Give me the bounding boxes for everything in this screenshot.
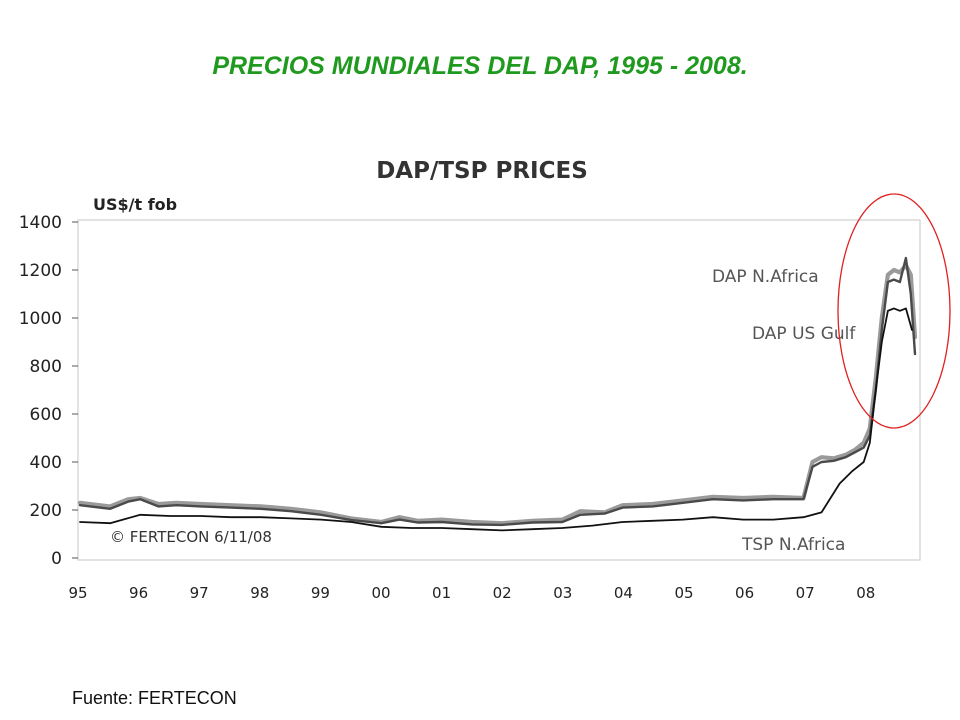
label-tsp-north-africa: TSP N.Africa — [741, 535, 845, 555]
series-lines — [77, 256, 918, 532]
x-tick-label: 07 — [796, 584, 815, 602]
series-line-dap-us-gulf — [78, 256, 917, 527]
y-tick-label: 200 — [30, 501, 62, 521]
slide-title: PRECIOS MUNDIALES DEL DAP, 1995 - 2008. — [212, 52, 748, 80]
x-tick-label: 05 — [674, 584, 693, 602]
y-tick-label: 800 — [30, 357, 62, 377]
series-line-dap-n-africa — [77, 263, 918, 526]
y-tick-labels: 0 200 400 600 800 1000 1200 1400 — [19, 213, 78, 569]
series-line-tsp-n-africa — [79, 307, 913, 532]
x-tick-labels: 95 96 97 98 99 00 01 02 03 04 05 06 07 08 — [68, 584, 875, 602]
price-chart: DAP/TSP PRICES US$/t fob 020040060080010… — [19, 158, 951, 602]
y-tick-label: 1200 — [19, 261, 62, 281]
x-tick-label: 00 — [371, 584, 390, 602]
x-tick-label: 04 — [614, 584, 633, 602]
y-tick-label: 400 — [30, 453, 62, 473]
chart-title: DAP/TSP PRICES — [376, 158, 588, 184]
y-tick-label: 1400 — [19, 213, 62, 233]
x-tick-label: 97 — [190, 584, 209, 602]
copyright-annotation: © FERTECON 6/11/08 — [110, 528, 272, 546]
x-tick-label: 95 — [68, 584, 87, 602]
x-tick-label: 02 — [493, 584, 512, 602]
y-axis-label: US$/t fob — [93, 195, 177, 214]
x-tick-label: 08 — [856, 584, 875, 602]
x-tick-label: 99 — [311, 584, 330, 602]
x-tick-label: 06 — [735, 584, 754, 602]
y-tick-label: 0 — [51, 549, 62, 569]
plot-frame — [77, 219, 921, 561]
highlight-circle — [837, 193, 951, 429]
x-tick-label: 03 — [553, 584, 572, 602]
source-note: Fuente: FERTECON — [72, 688, 237, 708]
label-dap-north-africa: DAP N.Africa — [712, 267, 819, 287]
x-tick-label: 96 — [129, 584, 148, 602]
y-tick-label: 600 — [30, 405, 62, 425]
x-tick-label: 98 — [250, 584, 269, 602]
y-tick-label: 1000 — [19, 309, 62, 329]
label-dap-us-gulf: DAP US Gulf — [752, 324, 856, 344]
x-tick-label: 01 — [432, 584, 451, 602]
